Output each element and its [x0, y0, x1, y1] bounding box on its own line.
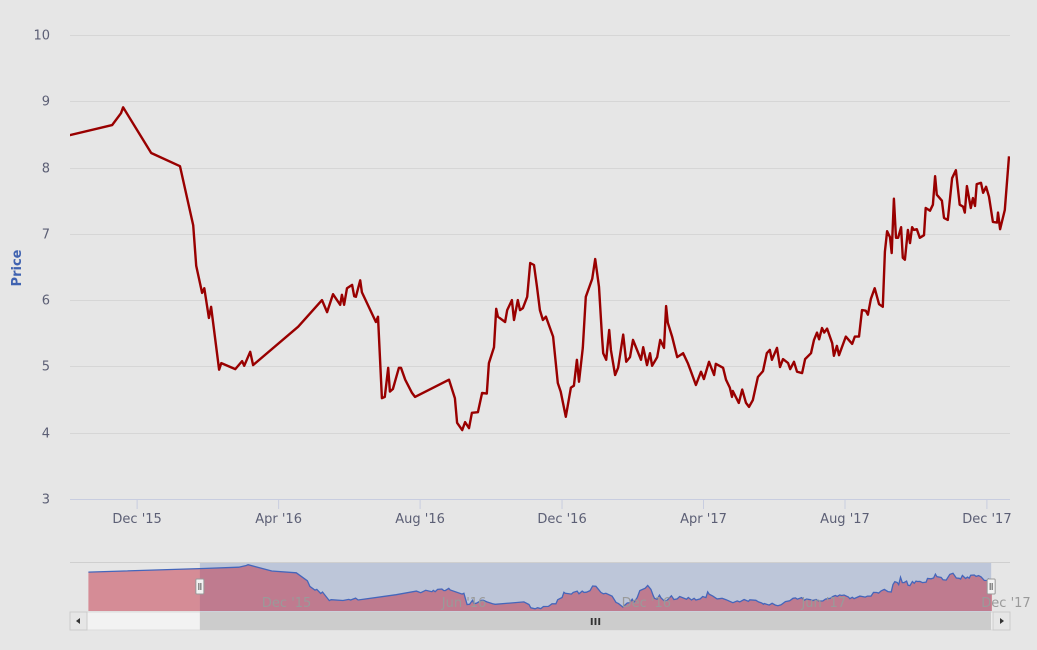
x-tick-label: Dec '16: [537, 512, 586, 527]
navigator-tick-label: Jun '16: [441, 596, 487, 611]
navigator-series-line: [88, 564, 992, 610]
navigator-tick-label: Jun '17: [800, 596, 846, 611]
y-tick-label: 5: [42, 360, 50, 375]
scrollbar-grip[interactable]: III: [590, 617, 601, 628]
scrollbar[interactable]: III: [69, 611, 1011, 631]
price-series-line: [70, 106, 1010, 432]
x-tick-label: Aug '16: [395, 512, 445, 527]
navigator[interactable]: Dec '15 Jun '16 Dec '16 Jun '17 Dec '17: [70, 562, 1031, 613]
x-tick-label: Apr '16: [255, 512, 302, 527]
navigator-tick-label: Dec '16: [622, 596, 671, 611]
y-tick-label: 3: [42, 493, 50, 508]
y-tick-label: 6: [42, 294, 50, 309]
y-tick-label: 8: [42, 162, 50, 177]
y-tick-label: 4: [42, 427, 50, 442]
y-tick-label: 10: [33, 29, 50, 44]
navigator-tick-label: Dec '15: [262, 596, 311, 611]
navigator-x-labels: Dec '15 Jun '16 Dec '16 Jun '17 Dec '17: [262, 596, 1031, 611]
arrow-right-icon: [1000, 618, 1004, 624]
navigator-tick-label: Dec '17: [981, 596, 1030, 611]
navigator-right-handle[interactable]: [986, 578, 996, 595]
y-axis-labels: 3 4 5 6 7 8 9 10: [33, 29, 50, 508]
arrow-left-icon: [76, 618, 80, 624]
navigator-left-handle[interactable]: [195, 578, 205, 595]
x-tick-label: Dec '15: [112, 512, 161, 527]
x-axis-labels: Dec '15 Apr '16 Aug '16 Dec '16 Apr '17 Aug '…: [112, 499, 1012, 527]
x-tick-label: Dec '17: [962, 512, 1011, 527]
scrollbar-thumb[interactable]: [199, 612, 992, 630]
grid-lines: [70, 35, 1010, 434]
navigator-selected-mask[interactable]: [199, 563, 992, 612]
x-tick-label: Aug '17: [820, 512, 870, 527]
x-tick-label: Apr '17: [680, 512, 727, 527]
y-tick-label: 7: [42, 228, 50, 243]
navigator-series-area: [88, 564, 992, 611]
y-axis-title: Price: [10, 249, 25, 286]
y-tick-label: 9: [42, 95, 50, 110]
